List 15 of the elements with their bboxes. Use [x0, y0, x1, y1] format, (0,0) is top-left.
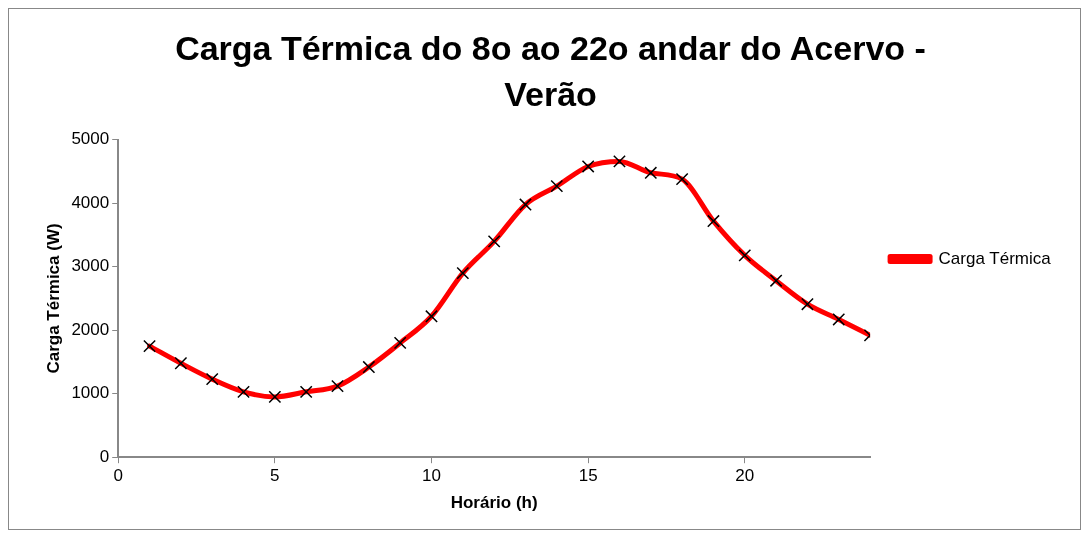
y-tick-label: 5000	[71, 129, 110, 149]
x-tick-label: 10	[422, 466, 441, 486]
y-axis-title: Carga Térmica (W)	[43, 223, 63, 374]
y-tick-label: 1000	[71, 383, 110, 403]
y-tick-label: 2000	[71, 319, 110, 339]
x-tick-label: 0	[113, 466, 123, 486]
chart-title: Carga Térmica do 8o ao 22o andar do Acervo - Verão	[175, 29, 926, 114]
y-tick-label: 4000	[71, 192, 110, 212]
x-tick-label: 15	[578, 466, 598, 486]
y-tick-label: 3000	[71, 256, 110, 276]
legend-label: Carga Térmica	[938, 248, 1052, 268]
y-tick-label: 0	[99, 446, 110, 466]
x-tick-label: 5	[270, 466, 280, 486]
x-axis-title: Horário (h)	[450, 493, 538, 513]
x-tick-label: 20	[735, 466, 755, 486]
